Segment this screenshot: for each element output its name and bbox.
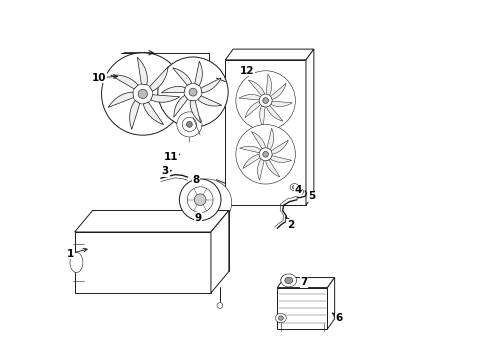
Polygon shape [277, 288, 327, 329]
Polygon shape [201, 78, 221, 93]
Ellipse shape [236, 71, 295, 130]
Polygon shape [270, 83, 286, 100]
Polygon shape [151, 95, 180, 102]
Text: 9: 9 [194, 213, 201, 222]
Polygon shape [239, 95, 261, 100]
Polygon shape [149, 67, 168, 91]
Ellipse shape [263, 98, 269, 103]
Ellipse shape [158, 57, 228, 127]
Ellipse shape [133, 84, 153, 104]
Polygon shape [190, 101, 201, 123]
Text: 2: 2 [287, 220, 294, 230]
Polygon shape [111, 75, 138, 89]
Ellipse shape [259, 94, 272, 107]
Polygon shape [74, 211, 229, 232]
Polygon shape [225, 49, 314, 60]
Text: 3: 3 [162, 166, 169, 176]
Polygon shape [277, 278, 335, 288]
Ellipse shape [187, 122, 192, 127]
Ellipse shape [263, 152, 269, 157]
Polygon shape [258, 159, 264, 180]
Ellipse shape [189, 88, 197, 96]
Ellipse shape [181, 179, 232, 226]
Text: 6: 6 [335, 313, 343, 323]
Polygon shape [143, 102, 164, 125]
Text: 1: 1 [67, 248, 74, 258]
Ellipse shape [281, 274, 295, 285]
Polygon shape [260, 106, 265, 127]
Ellipse shape [138, 89, 147, 99]
Polygon shape [161, 86, 185, 93]
Polygon shape [266, 160, 280, 177]
Polygon shape [243, 154, 260, 168]
Ellipse shape [285, 277, 292, 283]
Polygon shape [137, 57, 147, 85]
Text: 7: 7 [300, 277, 308, 287]
Polygon shape [248, 80, 265, 96]
Polygon shape [327, 278, 335, 329]
Ellipse shape [184, 83, 202, 101]
Polygon shape [130, 100, 140, 129]
Polygon shape [266, 74, 271, 95]
Ellipse shape [281, 274, 296, 287]
Ellipse shape [177, 112, 202, 137]
Polygon shape [271, 140, 288, 154]
Polygon shape [211, 211, 229, 293]
Ellipse shape [290, 184, 299, 191]
Ellipse shape [236, 125, 295, 184]
Ellipse shape [217, 303, 223, 309]
Polygon shape [198, 96, 222, 106]
Ellipse shape [278, 316, 283, 320]
Ellipse shape [275, 314, 286, 323]
Polygon shape [240, 146, 261, 153]
Text: 5: 5 [308, 191, 315, 201]
Polygon shape [270, 156, 292, 162]
Polygon shape [271, 101, 293, 107]
Ellipse shape [187, 187, 213, 213]
Polygon shape [225, 60, 306, 205]
Text: 10: 10 [92, 73, 106, 83]
Ellipse shape [259, 148, 272, 161]
Ellipse shape [293, 185, 296, 189]
Polygon shape [306, 49, 314, 205]
Polygon shape [108, 92, 133, 107]
Polygon shape [195, 61, 202, 86]
Polygon shape [74, 232, 211, 293]
Ellipse shape [70, 252, 83, 273]
Ellipse shape [179, 179, 221, 221]
Text: 12: 12 [240, 66, 254, 76]
Polygon shape [267, 128, 274, 150]
Polygon shape [173, 68, 192, 85]
Text: 4: 4 [294, 185, 302, 195]
Polygon shape [267, 105, 283, 121]
Ellipse shape [285, 277, 293, 284]
Ellipse shape [101, 53, 184, 135]
Ellipse shape [195, 194, 206, 206]
Polygon shape [245, 102, 261, 118]
Text: 11: 11 [164, 152, 179, 162]
Text: 8: 8 [192, 175, 199, 185]
Polygon shape [174, 95, 188, 117]
Ellipse shape [182, 117, 196, 132]
Polygon shape [251, 131, 266, 149]
